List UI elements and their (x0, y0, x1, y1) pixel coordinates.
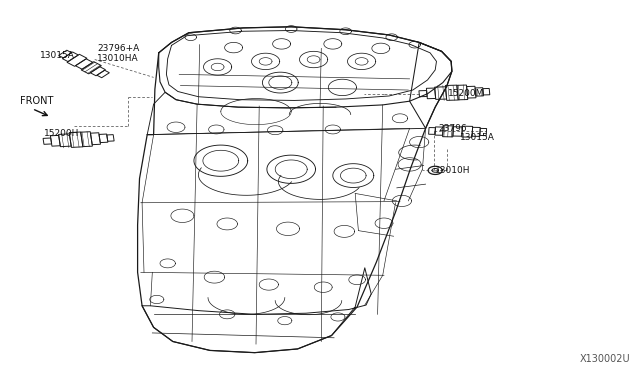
Text: 15200H: 15200H (44, 129, 79, 138)
Text: 23796: 23796 (438, 124, 467, 133)
Text: FRONT: FRONT (20, 96, 54, 106)
Text: X130002U: X130002U (580, 354, 630, 364)
Text: 13010HA: 13010HA (97, 54, 139, 63)
Text: 13010H: 13010H (435, 166, 470, 175)
Text: 13015A: 13015A (460, 132, 494, 141)
Text: 23796+A: 23796+A (97, 44, 140, 53)
Text: 15200M: 15200M (448, 89, 484, 98)
Text: 13015A: 13015A (40, 51, 74, 60)
